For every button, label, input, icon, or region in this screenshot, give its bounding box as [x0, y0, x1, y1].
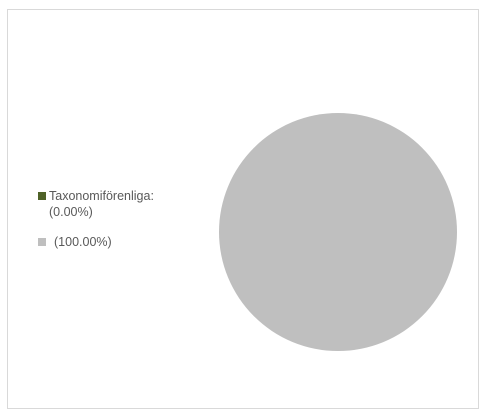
legend: Taxonomiförenliga: (0.00%) (100.00%) — [38, 188, 198, 264]
legend-label-percent: (0.00%) — [49, 205, 93, 219]
legend-item-other: (100.00%) — [38, 234, 198, 250]
pie-slice-other — [219, 113, 457, 351]
legend-label-stack: Taxonomiförenliga: (0.00%) — [49, 188, 154, 220]
legend-swatch-other — [38, 238, 46, 246]
pie-slices — [219, 113, 457, 351]
legend-item-taxonomiforenliga: Taxonomiförenliga: (0.00%) — [38, 188, 198, 220]
legend-swatch-taxonomiforenliga — [38, 192, 46, 200]
legend-label-percent: (100.00%) — [54, 235, 112, 249]
legend-label-name: Taxonomiförenliga: — [49, 189, 154, 203]
